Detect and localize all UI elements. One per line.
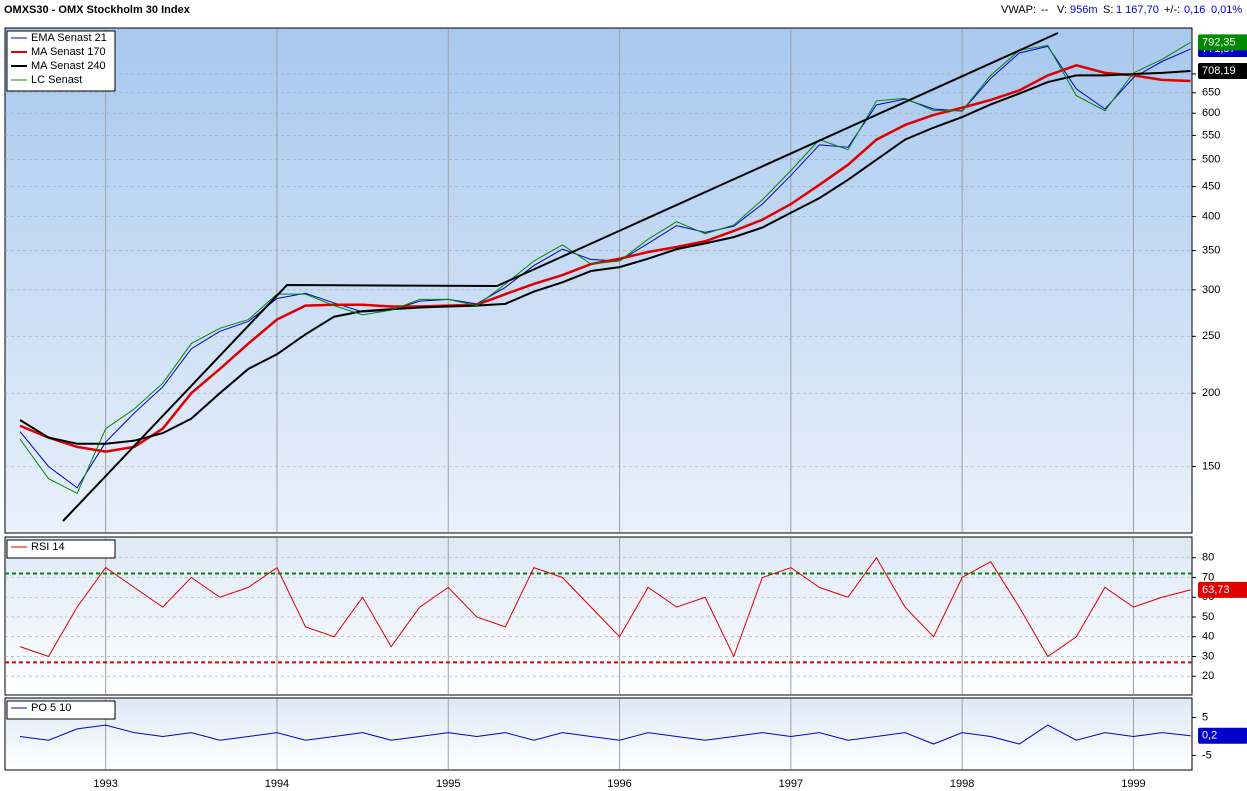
legend-label: MA Senast 170 <box>31 46 106 58</box>
y-tick-label: 500 <box>1202 154 1220 166</box>
x-tick-label: 1999 <box>1121 778 1145 790</box>
close: 1 167,70 <box>1116 4 1159 16</box>
last-value-tag <box>1198 581 1247 598</box>
y-tick-label: 40 <box>1202 631 1214 643</box>
last-value-tag <box>1198 727 1247 744</box>
legend-label: EMA Senast 21 <box>31 32 107 44</box>
legend-box <box>6 700 116 720</box>
close-label: S: <box>1103 4 1113 16</box>
last-value-label: 0,2 <box>1202 730 1217 742</box>
series-line <box>19 556 1191 658</box>
y-tick-label: 550 <box>1202 129 1220 141</box>
y-tick-label: 350 <box>1202 244 1220 256</box>
legend-box <box>6 30 116 92</box>
y-tick-label: 250 <box>1202 330 1220 342</box>
last-value-label: 708,19 <box>1202 65 1236 77</box>
trend-line <box>62 32 1059 522</box>
y-tick-label: 150 <box>1202 460 1220 472</box>
price-panel <box>4 27 1193 534</box>
change-label: +/-: <box>1164 4 1180 16</box>
change: 0,16 <box>1184 4 1205 16</box>
y-tick-label: 30 <box>1202 650 1214 662</box>
y-tick-label: 650 <box>1202 87 1220 99</box>
x-tick-label: 1997 <box>779 778 803 790</box>
y-tick-label: 450 <box>1202 180 1220 192</box>
y-tick-label: 5 <box>1202 711 1208 723</box>
x-tick-label: 1996 <box>607 778 631 790</box>
series-line <box>19 724 1191 745</box>
rsi-panel <box>4 536 1193 696</box>
x-tick-label: 1993 <box>93 778 117 790</box>
legend: PO 5 10 <box>6 700 116 720</box>
y-tick-label: 70 <box>1202 571 1214 583</box>
legend-label: MA Senast 240 <box>31 60 106 72</box>
y-tick-label: 50 <box>1202 611 1214 623</box>
volume: 956m <box>1070 4 1098 16</box>
legend-box <box>6 539 116 559</box>
last-value-label: 63,73 <box>1202 584 1230 596</box>
x-tick-label: 1998 <box>950 778 974 790</box>
series-line <box>19 41 1191 495</box>
legend-label: PO 5 10 <box>31 702 71 714</box>
legend-label: LC Senast <box>31 74 82 86</box>
vwap: -- <box>1041 4 1049 16</box>
last-value-label: 792,35 <box>1202 36 1236 48</box>
series-line <box>19 64 1191 453</box>
y-tick-label: 300 <box>1202 284 1220 296</box>
po-panel <box>4 697 1193 771</box>
y-tick-label: -5 <box>1202 749 1212 761</box>
x-tick-label: 1994 <box>265 778 289 790</box>
y-tick-label: 200 <box>1202 387 1220 399</box>
last-value-tag <box>1198 34 1247 51</box>
y-tick-label: 20 <box>1202 670 1214 682</box>
last-value-tag <box>1198 62 1247 79</box>
title: OMXS30 - OMX Stockholm 30 Index <box>4 4 191 16</box>
y-tick-label: 600 <box>1202 107 1220 119</box>
legend-label: RSI 14 <box>31 541 65 553</box>
volume-label: V: <box>1057 4 1067 16</box>
vwap-label: VWAP: <box>1001 4 1036 16</box>
change-pct: 0,01% <box>1211 4 1242 16</box>
y-tick-label: 400 <box>1202 210 1220 222</box>
x-tick-label: 1995 <box>436 778 460 790</box>
legend: EMA Senast 21 MA Senast 170 MA Senast 240 L… <box>6 30 116 92</box>
y-tick-label: 80 <box>1202 552 1214 564</box>
series-line <box>19 69 1191 445</box>
legend: RSI 14 <box>6 539 116 559</box>
